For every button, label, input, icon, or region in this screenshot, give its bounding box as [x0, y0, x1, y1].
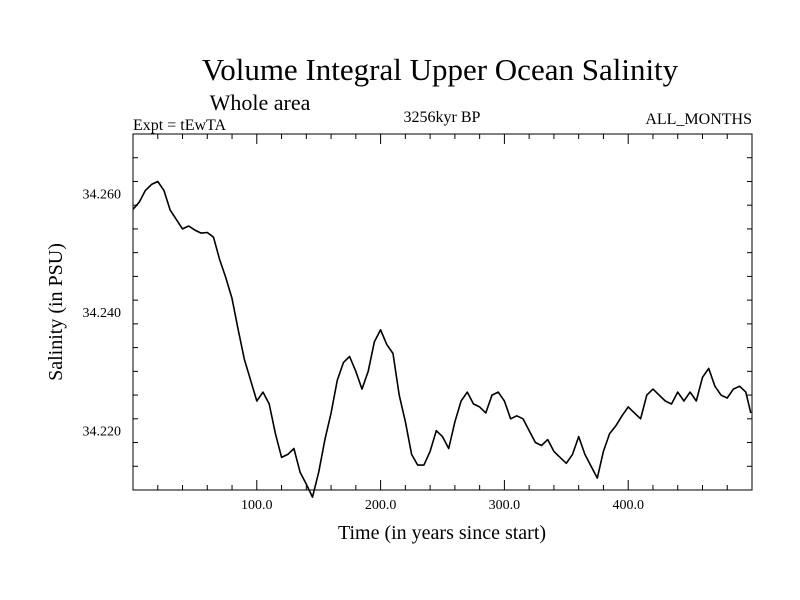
x-tick-label: 300.0 [489, 498, 521, 513]
chart-title: Volume Integral Upper Ocean Salinity [202, 52, 679, 87]
period-label: 3256kyr BP [404, 109, 481, 126]
experiment-label: Expt = tEwTA [133, 117, 227, 134]
x-axis-label: Time (in years since start) [338, 522, 546, 544]
plot-frame [132, 133, 753, 491]
salinity-series-line [132, 180, 752, 498]
y-axis-label: Salinity (in PSU) [45, 243, 67, 381]
y-tick-label: 34.260 [83, 187, 122, 202]
x-tick-label: 200.0 [365, 498, 397, 513]
chart-subtitle: Whole area [210, 90, 311, 115]
y-tick-label: 34.240 [83, 306, 122, 321]
tick-labels: 100.0 200.0 300.0 400.0 34.220 34.240 34.260 [83, 187, 644, 513]
months-label: ALL_MONTHS [645, 111, 752, 128]
axis-ticks [133, 134, 752, 490]
y-tick-label: 34.220 [83, 425, 122, 440]
x-tick-label: 400.0 [612, 498, 644, 513]
x-tick-label: 100.0 [241, 498, 273, 513]
